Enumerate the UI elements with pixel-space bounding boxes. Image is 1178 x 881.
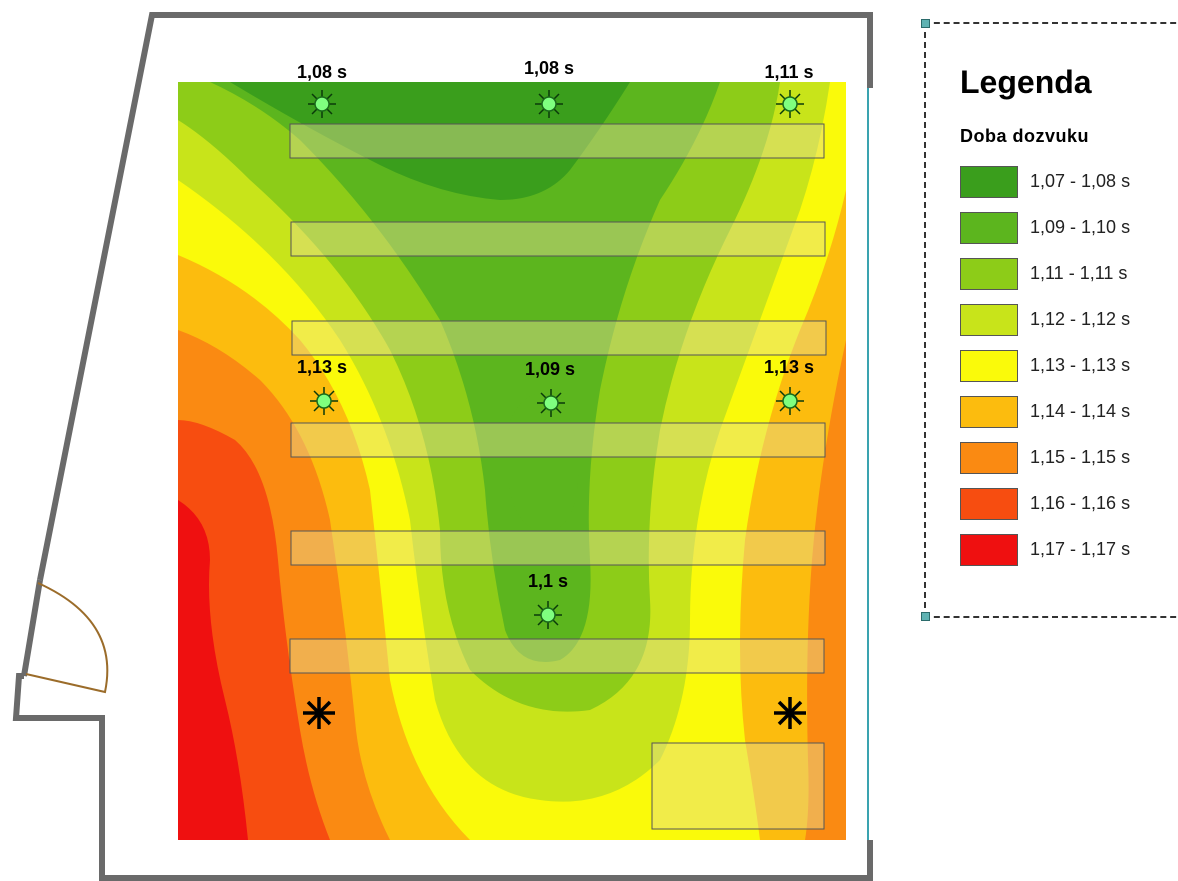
legend-item: 1,11 - 1,11 s: [960, 258, 1178, 290]
legend-item: 1,17 - 1,17 s: [960, 534, 1178, 566]
legend-label: 1,16 - 1,16 s: [1030, 493, 1131, 513]
legend-swatch: [960, 258, 1018, 290]
measurement-label: 1,11 s: [764, 62, 814, 82]
legend-item: 1,12 - 1,12 s: [960, 304, 1178, 336]
legend-label: 1,07 - 1,08 s: [1030, 171, 1131, 191]
legend-subtitle: Doba dozvuku: [960, 126, 1090, 146]
legend-swatch: [960, 488, 1018, 520]
seat-row-6: [289, 638, 825, 674]
legend-panel[interactable]: Legenda Doba dozvuku 1,07 - 1,08 s 1,09 …: [921, 19, 1178, 621]
resize-handle[interactable]: [921, 612, 930, 621]
room-walls: [12, 12, 873, 881]
measurement-label: 1,08 s: [523, 58, 575, 78]
measurement-label: 1,13 s: [296, 357, 348, 377]
resize-handle[interactable]: [921, 19, 930, 28]
source-markers: [303, 697, 806, 729]
legend-item: 1,09 - 1,10 s: [960, 212, 1178, 244]
door-swing: [25, 582, 109, 694]
measurement-label: 1,1 s: [527, 571, 569, 591]
measurement-point-icon: [776, 90, 804, 118]
measurement-point-icon: [534, 601, 562, 629]
seat-row-5: [290, 530, 826, 566]
legend-label: 1,17 - 1,17 s: [1030, 539, 1131, 559]
seating-rows: [289, 123, 827, 830]
legend-item: 1,13 - 1,13 s: [960, 350, 1178, 382]
legend-label: 1,11 - 1,11 s: [1030, 263, 1128, 283]
measurement-point-icon: [537, 389, 565, 417]
seat-row-2: [290, 221, 826, 257]
legend-item: 1,07 - 1,08 s: [960, 166, 1178, 198]
reverberation-heatmap: [178, 82, 846, 840]
legend-swatch: [960, 442, 1018, 474]
front-table: [651, 742, 825, 830]
zone-1-09-center: [506, 393, 579, 532]
legend-label: 1,12 - 1,12 s: [1030, 309, 1131, 329]
legend-swatch: [960, 166, 1018, 198]
legend-swatch: [960, 212, 1018, 244]
legend-swatch: [960, 304, 1018, 336]
zone-1-09: [210, 82, 720, 662]
measurement-label: 1,08 s: [296, 62, 348, 82]
measurement-label: 1,13 s: [763, 357, 815, 377]
measurement-markers: [308, 90, 804, 629]
measurement-label: 1,09 s: [524, 359, 576, 379]
legend-swatch: [960, 534, 1018, 566]
legend-item: 1,15 - 1,15 s: [960, 442, 1178, 474]
legend-swatch: [960, 396, 1018, 428]
floor-plan-map: [12, 12, 873, 881]
legend-label: 1,15 - 1,15 s: [1030, 447, 1131, 467]
legend-title: Legenda: [960, 64, 1092, 100]
legend-label: 1,09 - 1,10 s: [1030, 217, 1131, 237]
measurement-point-icon: [310, 387, 338, 415]
seat-row-1: [289, 123, 825, 159]
legend-label: 1,13 - 1,13 s: [1030, 355, 1131, 375]
legend-label: 1,14 - 1,14 s: [1030, 401, 1131, 421]
measurement-point-icon: [308, 90, 336, 118]
legend-item: 1,16 - 1,16 s: [960, 488, 1178, 520]
legend-item: 1,14 - 1,14 s: [960, 396, 1178, 428]
asterisk-icon: [303, 697, 335, 729]
legend-swatch: [960, 350, 1018, 382]
measurement-point-icon: [535, 90, 563, 118]
seat-row-4: [290, 422, 826, 458]
seat-row-3: [291, 320, 827, 356]
asterisk-icon: [774, 697, 806, 729]
measurement-point-icon: [776, 387, 804, 415]
